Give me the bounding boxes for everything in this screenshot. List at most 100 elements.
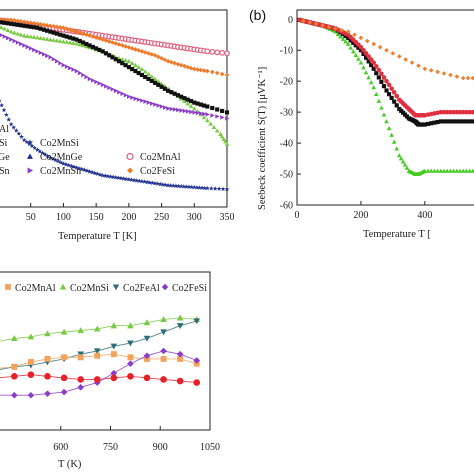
data-point: [66, 162, 72, 168]
data-point: [470, 109, 474, 115]
data-point: [142, 179, 147, 184]
data-point: [176, 350, 184, 358]
y-tick-label: -60: [280, 201, 293, 212]
data-point: [44, 330, 51, 337]
data-point: [27, 359, 34, 366]
data-point: [363, 70, 369, 75]
data-point: [172, 107, 177, 112]
data-point: [21, 33, 27, 38]
data-point: [465, 75, 471, 81]
data-point: [205, 118, 210, 123]
data-point: [11, 363, 18, 370]
data-point: [198, 102, 203, 107]
legend-label: Co2MnSi: [40, 138, 79, 149]
data-point: [149, 101, 155, 106]
legend-label: Co2FeAl: [123, 283, 160, 294]
data-point: [159, 84, 164, 89]
legend-marker: [5, 284, 11, 290]
data-point: [185, 101, 191, 106]
data-point: [19, 134, 24, 139]
data-point: [5, 21, 10, 26]
data-point: [58, 60, 63, 66]
data-point: [313, 21, 319, 27]
data-point: [12, 30, 17, 35]
data-point: [448, 168, 453, 173]
data-point: [211, 124, 217, 130]
data-point: [358, 48, 363, 53]
data-point: [188, 99, 194, 104]
data-point: [202, 111, 207, 117]
data-point: [146, 71, 151, 76]
data-point: [352, 32, 357, 38]
data-point: [339, 27, 345, 33]
data-point: [464, 109, 469, 115]
data-point: [127, 340, 134, 347]
data-point: [301, 18, 306, 24]
data-point: [110, 86, 115, 92]
data-point: [366, 75, 371, 80]
legend-fragment: Al: [0, 124, 9, 135]
x-tick-label: 50: [26, 212, 36, 223]
data-point: [345, 29, 351, 34]
data-point: [68, 163, 74, 169]
data-point: [159, 104, 164, 109]
series-orange: [301, 18, 474, 81]
data-point: [404, 165, 410, 170]
data-point: [44, 22, 50, 28]
data-point: [224, 72, 230, 78]
data-point: [361, 47, 366, 53]
data-point: [31, 34, 37, 39]
data-point: [163, 182, 168, 187]
data-point: [386, 125, 392, 131]
data-point: [34, 35, 40, 40]
data-point: [219, 134, 225, 139]
data-point: [127, 360, 134, 367]
data-point: [454, 119, 459, 124]
data-point: [28, 24, 33, 29]
data-point: [214, 70, 220, 76]
data-point: [432, 120, 437, 125]
data-point: [448, 72, 453, 78]
data-point: [51, 30, 56, 35]
data-point: [48, 37, 53, 42]
data-point: [160, 355, 167, 362]
data-point: [467, 119, 472, 124]
data-point: [68, 65, 73, 71]
data-point: [389, 86, 394, 91]
panel-a-frame: [0, 9, 228, 208]
data-point: [209, 48, 216, 55]
data-point: [381, 112, 387, 117]
data-point: [198, 67, 204, 73]
data-point: [15, 40, 20, 45]
data-point: [195, 101, 200, 106]
data-point: [67, 35, 73, 40]
x-tick-label: 200: [353, 210, 368, 221]
data-point: [2, 26, 7, 31]
data-point: [64, 64, 69, 69]
y-tick-label: -30: [280, 108, 293, 119]
data-point: [9, 37, 14, 42]
data-point: [133, 96, 138, 101]
x-tick-label: 250: [154, 212, 169, 223]
legend-marker: [161, 283, 169, 291]
data-point: [152, 76, 158, 81]
data-point: [9, 21, 14, 26]
x-tick-label: 350: [220, 212, 235, 223]
data-point: [340, 36, 346, 41]
data-point: [74, 37, 79, 42]
data-point: [18, 19, 24, 24]
data-point: [54, 31, 59, 36]
data-point: [44, 36, 50, 41]
data-point: [198, 111, 204, 116]
data-point: [87, 43, 92, 48]
data-point: [6, 117, 12, 122]
data-point: [127, 322, 134, 329]
panel-b-frame: [296, 9, 474, 206]
panel-a-legend: Al Si Ge Sn Co2MnSi Co2MnGe Co2MnSn Co2MnAl Co2F…: [0, 124, 181, 177]
data-point: [470, 75, 474, 81]
data-point: [120, 43, 125, 48]
data-point: [97, 47, 102, 52]
data-point: [201, 115, 207, 120]
data-point: [108, 174, 113, 179]
